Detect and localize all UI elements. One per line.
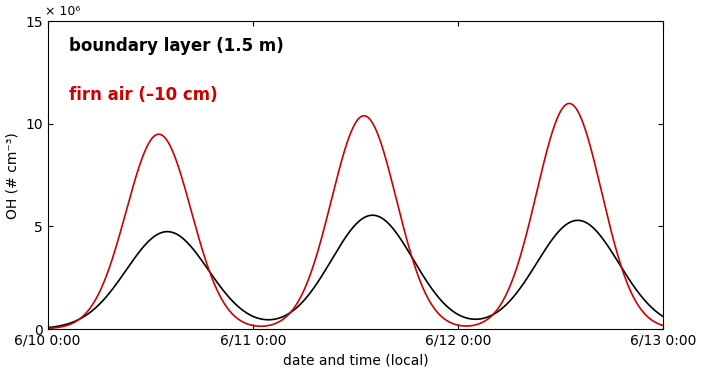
Text: × 10⁶: × 10⁶ bbox=[44, 5, 80, 18]
X-axis label: date and time (local): date and time (local) bbox=[283, 354, 428, 367]
Text: firn air (–10 cm): firn air (–10 cm) bbox=[69, 86, 218, 104]
Text: boundary layer (1.5 m): boundary layer (1.5 m) bbox=[69, 37, 284, 55]
Y-axis label: OH (# cm⁻³): OH (# cm⁻³) bbox=[6, 132, 20, 219]
